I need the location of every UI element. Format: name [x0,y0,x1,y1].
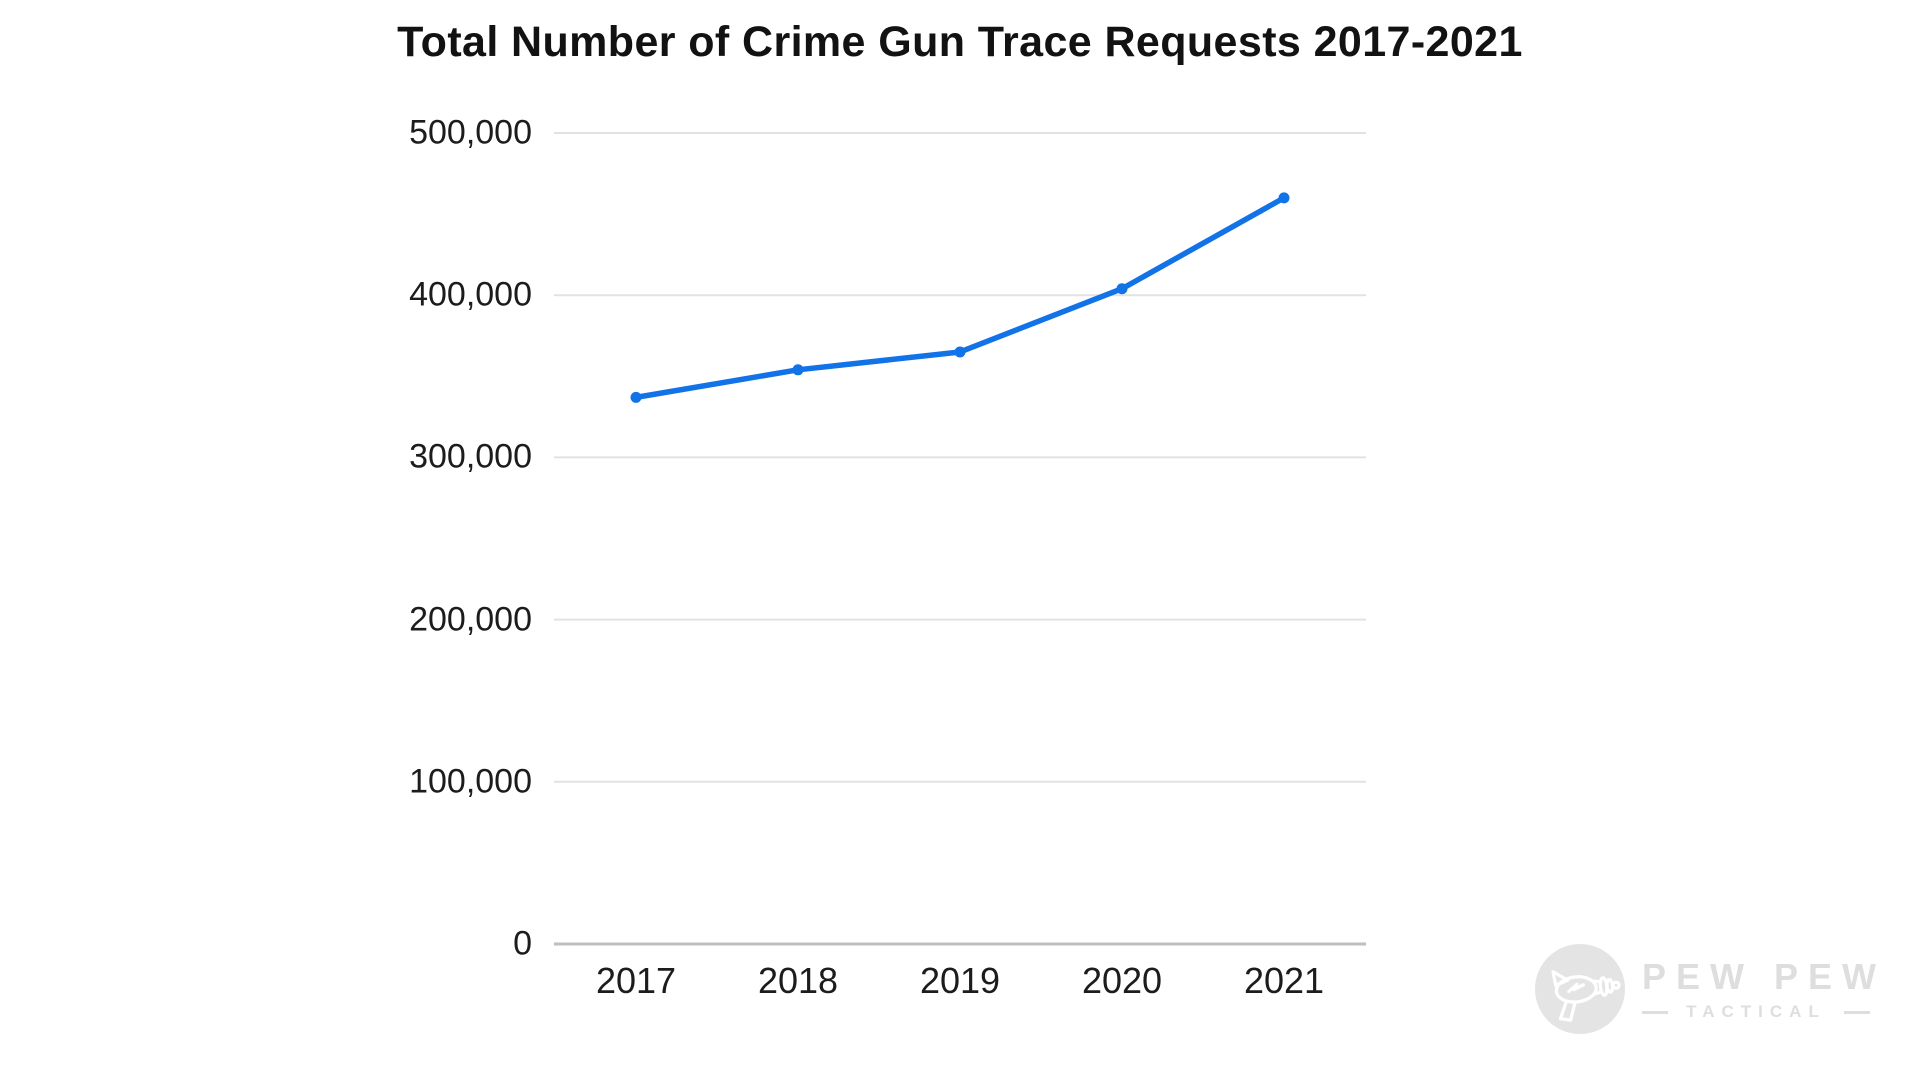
y-tick-label-100000: 100,000 [409,762,532,801]
x-tick-label-2018: 2018 [757,960,839,1001]
y-tick-label-200000: 200,000 [409,600,532,639]
chart-title: Total Number of Crime Gun Trace Requests… [397,18,1523,66]
data-line [633,195,1287,401]
y-tick-label-400000: 400,000 [409,275,532,314]
brand-name-pew-pew: PEW PEW [1642,956,1887,997]
brand-name-tactical-row: TACTICAL [1642,1002,1870,1022]
right-dash [1843,1010,1870,1014]
x-tick-label-2017: 2017 [595,960,677,1001]
data-point-2021 [1278,192,1290,204]
line-chart-plot [554,132,1366,946]
y-tick-label-300000: 300,000 [409,437,532,476]
pew-pew-tactical-watermark: PEW PEW TACTICAL [1535,944,1880,1036]
data-point-2020 [1116,283,1128,295]
y-tick-label-500000: 500,000 [409,113,532,152]
x-tick-label-2021: 2021 [1243,960,1325,1001]
y-tick-label-0: 0 [513,924,532,963]
ray-gun-icon [1535,944,1625,1034]
left-dash [1642,1010,1668,1014]
x-tick-label-2019: 2019 [919,960,1001,1001]
data-point-2019 [954,346,966,358]
brand-name-tactical: TACTICAL [1686,1002,1826,1021]
data-point-2017 [630,391,642,403]
data-point-2018 [792,364,804,376]
x-tick-label-2020: 2020 [1081,960,1163,1001]
